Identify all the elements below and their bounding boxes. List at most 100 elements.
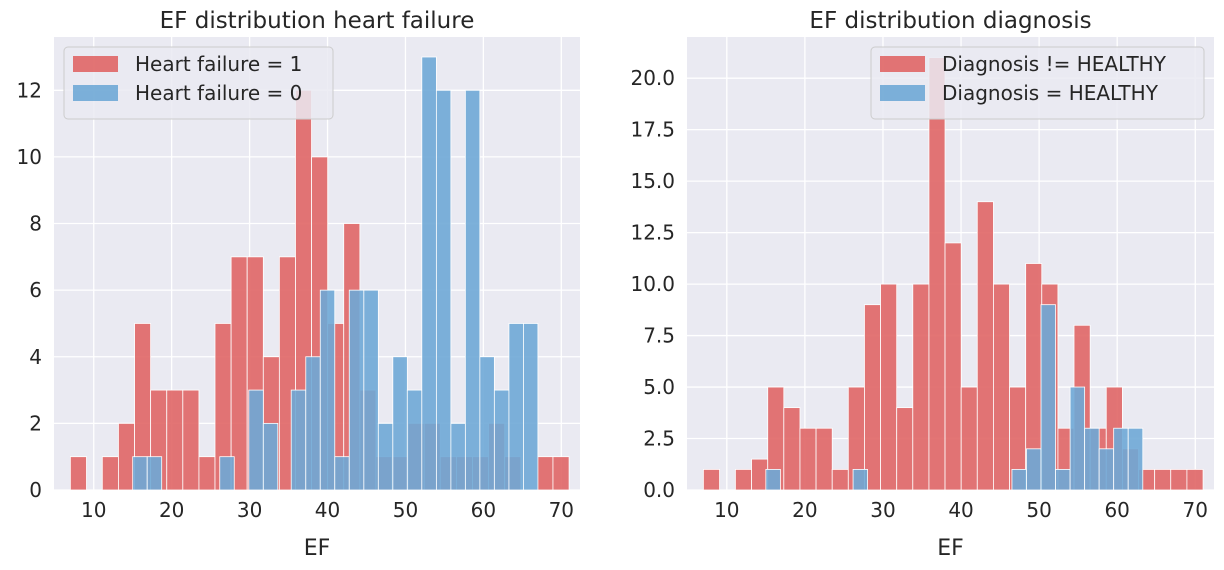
y-tick-label: 10.0 <box>630 272 675 296</box>
histogram-bar <box>334 456 350 491</box>
histogram-bar <box>735 469 752 491</box>
y-tick-label: 20.0 <box>630 66 675 90</box>
histogram-bar <box>1154 469 1172 491</box>
histogram-bar <box>1186 469 1204 491</box>
chart-title: EF distribution diagnosis <box>809 8 1091 34</box>
histogram-bar <box>421 56 437 491</box>
x-axis-label: EF <box>304 536 331 561</box>
histogram-bar <box>1011 469 1027 491</box>
legend-swatch <box>880 85 925 101</box>
histogram-bar <box>944 242 962 491</box>
histogram-bar <box>435 89 452 491</box>
x-tick-label: 40 <box>315 498 340 522</box>
legend-box <box>63 46 334 120</box>
histogram-bar <box>864 304 881 491</box>
histogram-bar <box>1127 427 1144 491</box>
histogram-bar <box>146 456 163 491</box>
histogram-bar <box>1026 448 1042 491</box>
legend-label: Diagnosis != HEALTHY <box>942 52 1167 76</box>
y-tick-label: 7.5 <box>643 324 675 348</box>
histogram-bar <box>976 201 994 491</box>
x-tick-label: 30 <box>237 498 262 522</box>
y-tick-label: 0.0 <box>643 478 675 502</box>
histogram-bar <box>508 323 524 491</box>
histogram-bar <box>1084 427 1100 491</box>
histogram-bar <box>248 389 264 491</box>
histogram-bar <box>363 289 379 491</box>
histogram-bar <box>783 407 801 491</box>
histogram-bar <box>493 389 510 491</box>
histogram-bar <box>182 389 200 491</box>
histogram-bar <box>552 456 570 491</box>
histogram-bar <box>230 256 248 491</box>
histogram-bar <box>290 389 307 491</box>
legend-label: Heart failure = 1 <box>135 52 302 76</box>
y-tick-label: 0 <box>29 478 42 502</box>
histogram-bar <box>262 422 279 491</box>
histogram-bar <box>1098 448 1115 491</box>
histogram-bar <box>101 456 119 491</box>
histogram-bar <box>1055 469 1071 491</box>
y-tick-label: 6 <box>29 278 42 302</box>
histogram-bar <box>523 323 539 491</box>
y-tick-label: 15.0 <box>630 169 675 193</box>
x-tick-label: 10 <box>714 498 739 522</box>
y-tick-label: 5.0 <box>643 375 675 399</box>
histogram-bar <box>815 427 833 491</box>
histogram-bar <box>1040 304 1056 491</box>
histogram-bar <box>912 283 930 491</box>
x-tick-label: 50 <box>393 498 418 522</box>
legend-label: Heart failure = 0 <box>135 81 302 105</box>
y-tick-label: 10 <box>17 145 42 169</box>
histogram-bar <box>928 57 946 491</box>
histogram-bar <box>993 283 1010 491</box>
y-tick-label: 12 <box>17 78 42 102</box>
legend-box <box>870 46 1205 120</box>
x-axis-label: EF <box>937 536 964 561</box>
histogram-bar <box>1069 386 1086 491</box>
histogram-bar <box>831 469 849 491</box>
y-tick-label: 8 <box>29 212 42 236</box>
histogram-bar <box>166 389 184 491</box>
x-tick-label: 70 <box>1183 498 1208 522</box>
x-tick-label: 20 <box>792 498 817 522</box>
histogram-bar <box>198 456 216 491</box>
x-tick-label: 10 <box>81 498 106 522</box>
histogram-bar <box>118 422 135 491</box>
histogram-bar <box>880 283 898 491</box>
histogram-bar <box>319 289 336 491</box>
chart-diagnosis: 10 20 30 40 50 60 70 0.0 2.5 5.0 7.5 10.0 12.5 15.0 17… <box>630 8 1214 561</box>
legend: Heart failure = 1 Heart failure = 0 <box>63 46 334 120</box>
x-tick-label: 20 <box>159 498 184 522</box>
histogram-bar <box>799 427 817 491</box>
histogram-bar <box>464 89 481 491</box>
histogram-bar <box>960 386 978 491</box>
x-tick-label: 60 <box>1104 498 1129 522</box>
y-tick-label: 17.5 <box>630 118 675 142</box>
histogram-bar <box>219 456 235 491</box>
y-tick-label: 2.5 <box>643 427 675 451</box>
legend-swatch <box>73 56 118 72</box>
x-tick-label: 40 <box>948 498 973 522</box>
histogram-bar <box>702 469 720 491</box>
y-tick-label: 2 <box>29 411 42 435</box>
histogram-bar <box>852 469 868 491</box>
x-tick-label: 50 <box>1026 498 1051 522</box>
histogram-bar <box>896 407 914 491</box>
series-2 <box>765 304 1144 491</box>
histogram-bar <box>406 389 423 491</box>
legend: Diagnosis != HEALTHY Diagnosis = HEALTHY <box>870 46 1205 120</box>
histogram-bar <box>377 422 394 491</box>
x-tick-label: 70 <box>549 498 574 522</box>
histogram-bar <box>479 356 495 491</box>
x-tick-label: 60 <box>471 498 496 522</box>
legend-swatch <box>73 85 118 101</box>
histogram-bar <box>348 289 365 491</box>
histogram-bar <box>132 456 148 491</box>
histogram-bar <box>536 456 554 491</box>
y-tick-label: 12.5 <box>630 221 675 245</box>
legend-label: Diagnosis = HEALTHY <box>942 81 1159 105</box>
histogram-bar <box>392 356 408 491</box>
series-2 <box>132 56 539 491</box>
